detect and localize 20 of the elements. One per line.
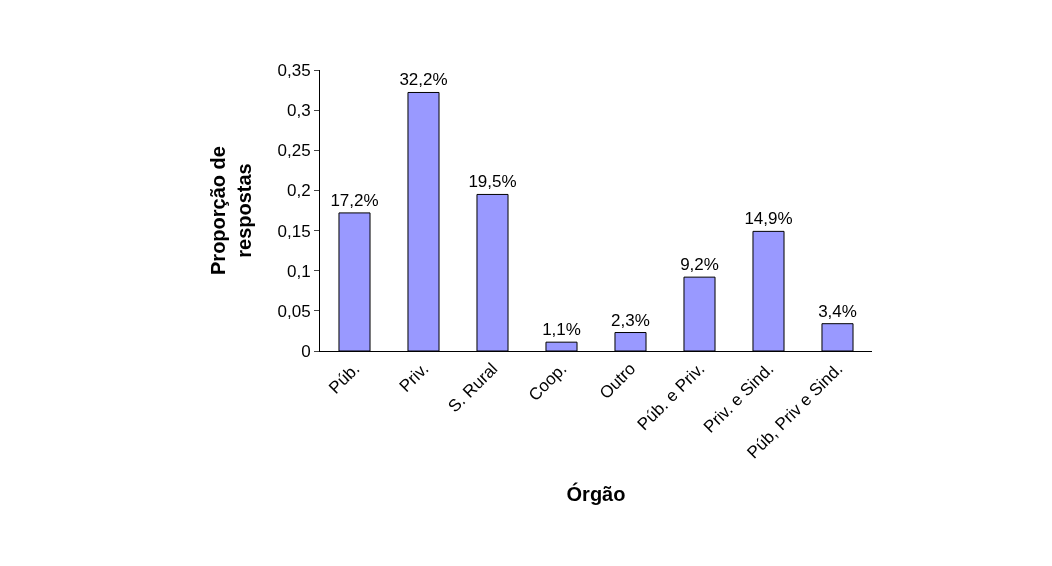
data-label: 2,3% — [611, 310, 650, 330]
data-label: 19,5% — [468, 172, 517, 192]
y-tick-label: 0 — [301, 341, 311, 361]
y-tick-label: 0,05 — [277, 301, 311, 321]
data-label: 14,9% — [744, 209, 793, 229]
y-tick-label: 0,15 — [277, 221, 311, 241]
x-axis-title: Órgão — [566, 481, 626, 505]
y-tick-label: 0,1 — [286, 261, 311, 281]
data-label: 1,1% — [542, 320, 581, 340]
data-label: 17,2% — [330, 190, 379, 210]
x-tick-label: Priv. — [395, 359, 433, 396]
x-tick-label: Púb. — [325, 359, 364, 398]
y-tick-label: 0,2 — [286, 181, 311, 201]
data-label: 9,2% — [680, 255, 719, 275]
y-tick-label: 0,25 — [277, 141, 311, 161]
y-tick-label: 0,3 — [286, 101, 311, 121]
y-axis-title: Proporção de respostas — [207, 146, 256, 275]
data-label: 3,4% — [818, 301, 857, 321]
data-label: 32,2% — [399, 70, 448, 90]
y-tick-label: 0,35 — [277, 60, 311, 80]
